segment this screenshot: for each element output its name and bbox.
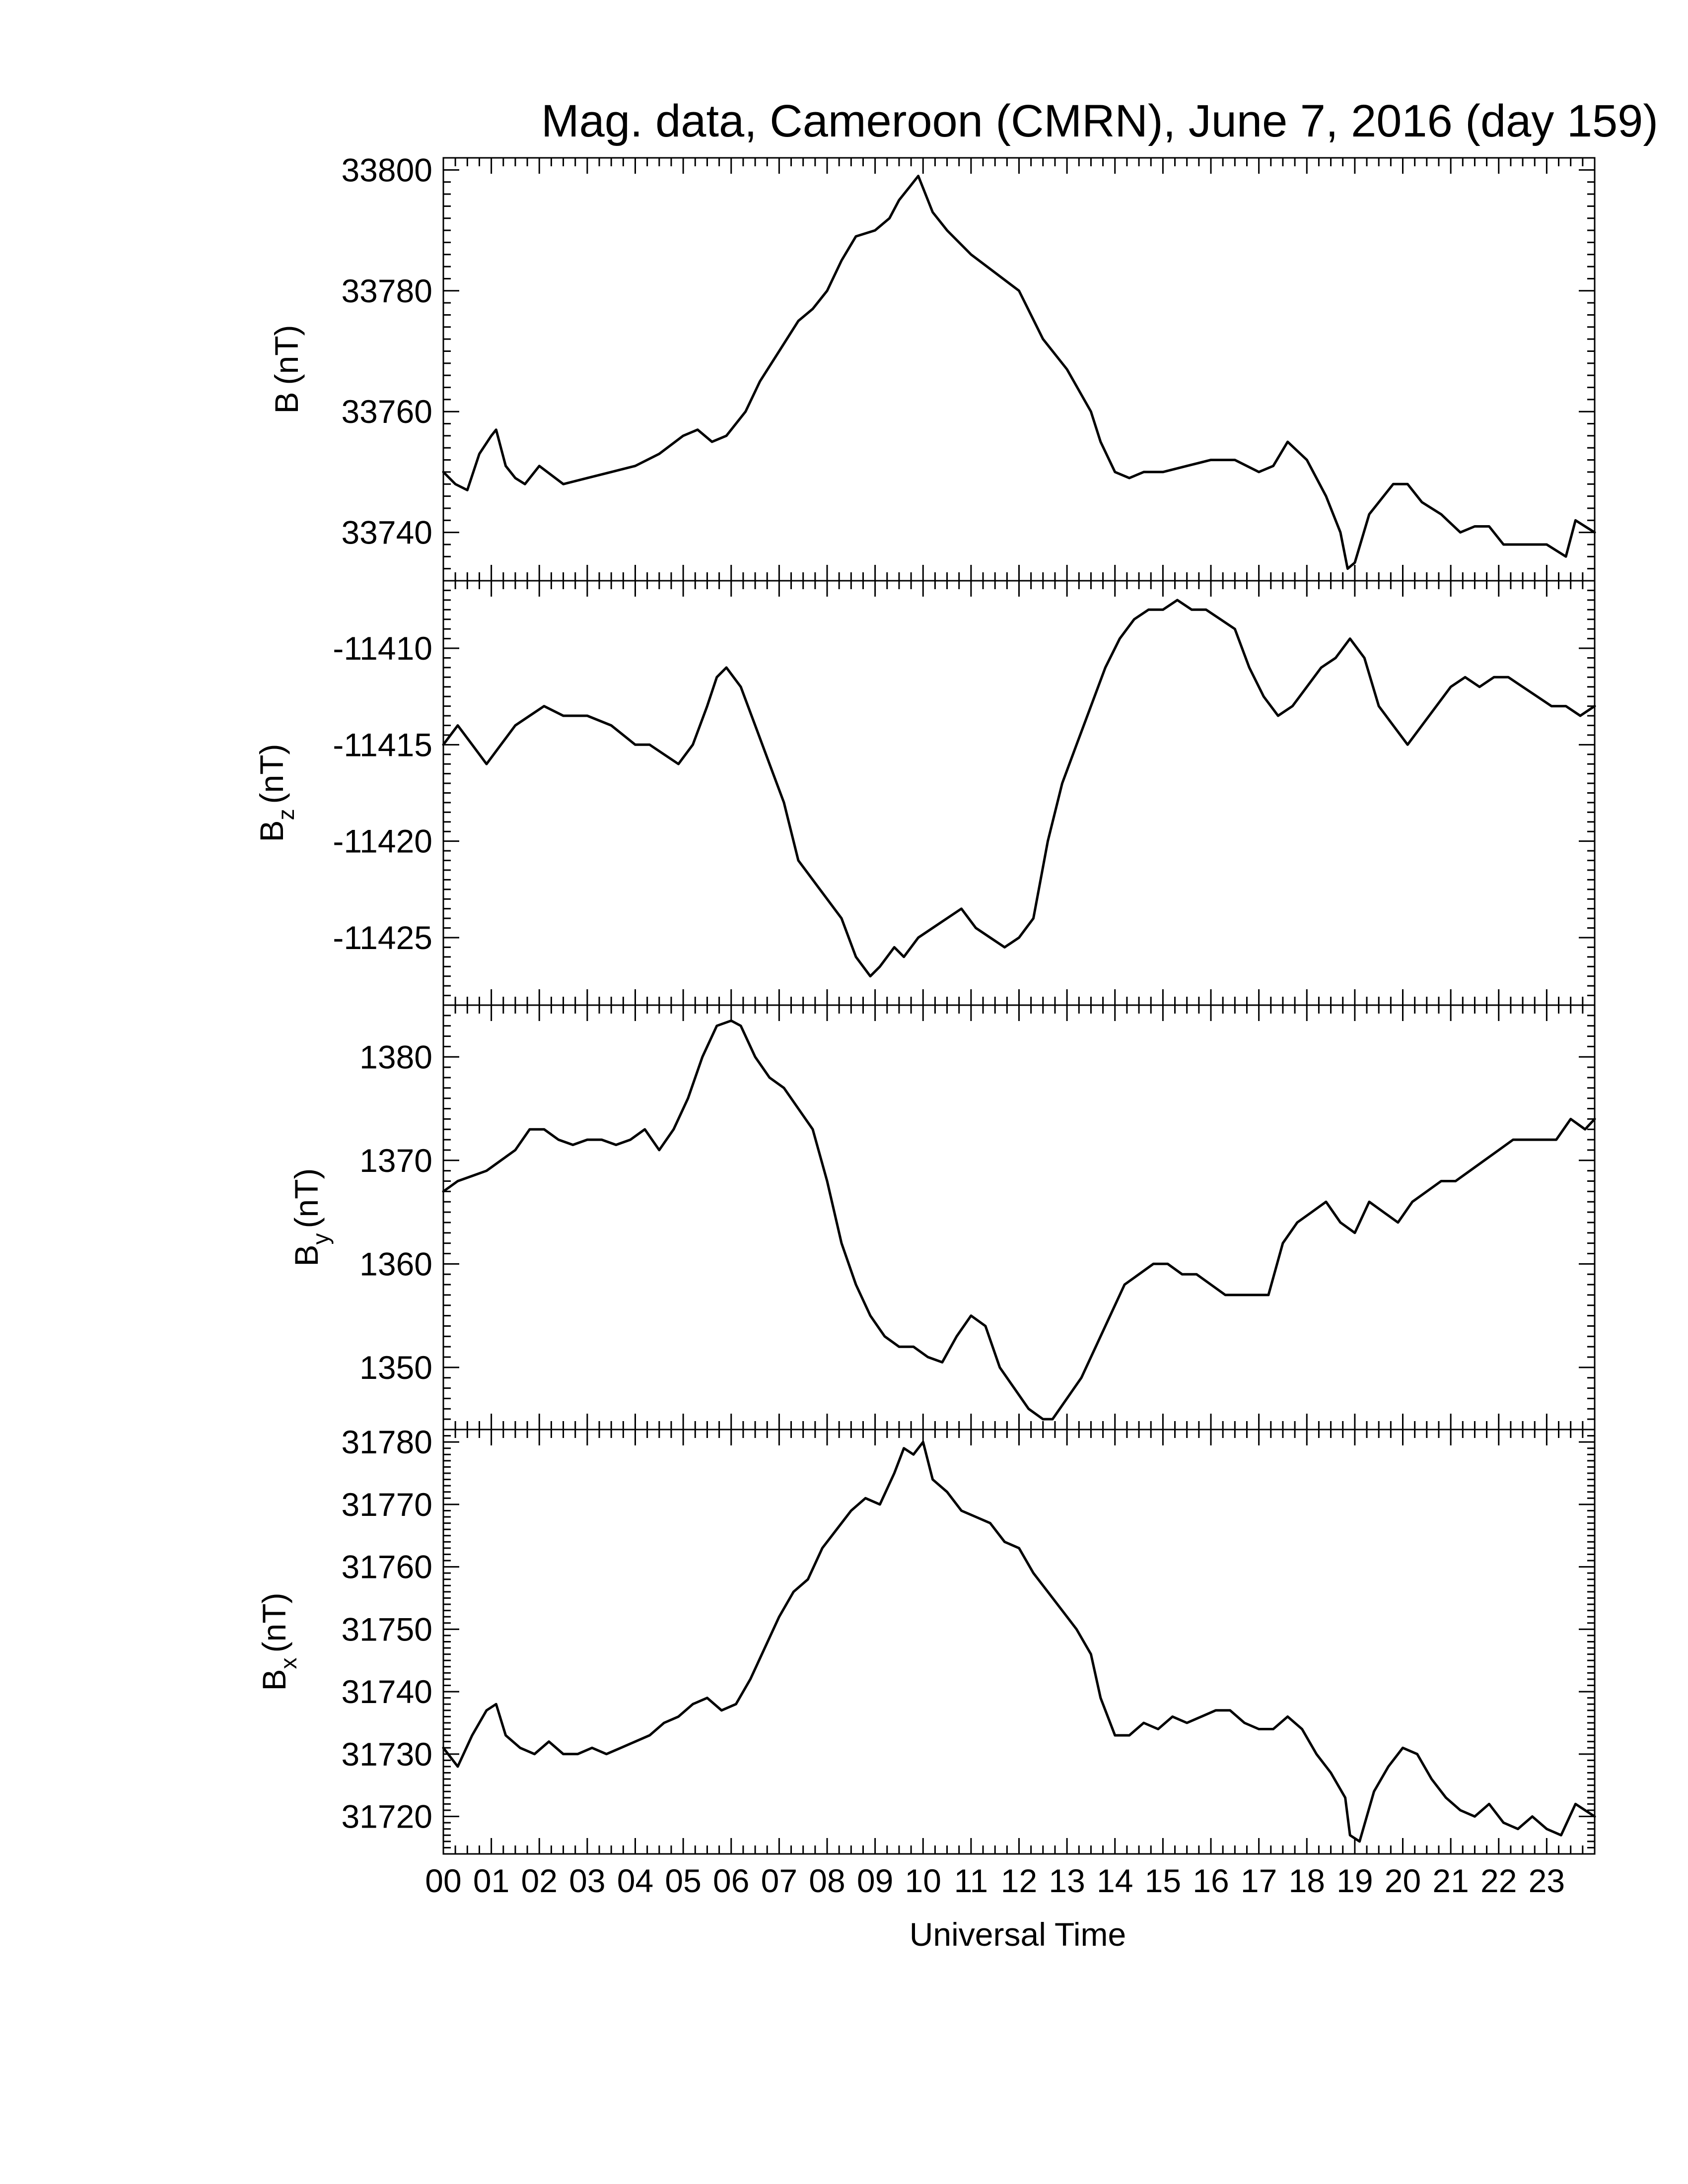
y-axis-label-subscript: y	[308, 1233, 334, 1244]
y-tick-label: 1380	[359, 1038, 432, 1075]
y-tick-label: -11415	[333, 726, 432, 763]
y-tick-label: -11420	[333, 823, 432, 860]
x-tick-label: 11	[954, 1862, 988, 1899]
y-axis-label: By (nT)	[288, 1168, 334, 1266]
y-axis-label-unit: (nT)	[288, 1168, 325, 1228]
x-tick-label: 21	[1432, 1862, 1469, 1899]
x-tick-label: 20	[1385, 1862, 1421, 1899]
y-axis-label: Bx (nT)	[256, 1592, 301, 1691]
y-axis-label-subscript: z	[273, 809, 299, 820]
y-axis-label: B (nT)	[268, 325, 305, 413]
y-tick-label: 33760	[341, 393, 432, 430]
y-axis-label-base: B	[268, 392, 305, 413]
y-tick-label: 31760	[341, 1549, 432, 1585]
panel-4: 31720 31730 31740 31750 31760 31770 31780 Bx (nT…	[256, 1424, 1596, 1855]
y-axis-label: Bz (nT)	[253, 744, 299, 842]
series-line	[442, 175, 1596, 570]
x-tick-label: 13	[1049, 1862, 1085, 1899]
x-tick-label: 16	[1193, 1862, 1229, 1899]
y-tick-label: 31740	[341, 1673, 432, 1710]
y-axis-label-base: B	[253, 820, 290, 842]
y-tick-label: -11425	[333, 919, 432, 956]
y-tick-label: -11410	[333, 630, 432, 667]
y-axis-label-unit: (nT)	[253, 744, 290, 804]
x-tick-label: 23	[1529, 1862, 1565, 1899]
y-tick-label: 31770	[341, 1486, 432, 1523]
y-tick-label: 31780	[341, 1424, 432, 1460]
y-tick-label: 31750	[341, 1611, 432, 1647]
x-tick-labels: 00 01 02 03 04 05 06 07 08 09 10 11 12 13 14 15 16 17 18 19…	[425, 1862, 1565, 1899]
y-axis-label-base: B	[256, 1669, 292, 1691]
panel-1: 33740 33760 33780 33800 B (nT)	[268, 151, 1596, 582]
y-tick-label: 33800	[341, 151, 432, 188]
series-line	[442, 1019, 1596, 1421]
x-tick-label: 03	[569, 1862, 605, 1899]
x-tick-label: 15	[1145, 1862, 1181, 1899]
chart-title: Mag. data, Cameroon (CMRN), June 7, 2016…	[541, 96, 1658, 146]
x-tick-label: 17	[1241, 1862, 1277, 1899]
x-tick-label: 04	[617, 1862, 653, 1899]
x-axis-label: Universal Time	[910, 1916, 1126, 1953]
x-tick-label: 02	[521, 1862, 558, 1899]
x-tick-label: 07	[761, 1862, 797, 1899]
x-tick-label: 05	[665, 1862, 701, 1899]
x-tick-label: 06	[713, 1862, 749, 1899]
y-tick-label: 1350	[359, 1349, 432, 1386]
series-line	[442, 599, 1596, 978]
x-tick-label: 01	[473, 1862, 509, 1899]
panels-layer: 33740 33760 33780 33800 B (nT) -11410 -11415 -11…	[253, 151, 1596, 1855]
x-tick-label: 10	[905, 1862, 941, 1899]
x-tick-label: 12	[1001, 1862, 1037, 1899]
x-tick-label: 14	[1097, 1862, 1133, 1899]
y-tick-label: 31720	[341, 1798, 432, 1835]
y-tick-label: 33740	[341, 514, 432, 551]
y-tick-label: 1370	[359, 1142, 432, 1179]
x-tick-label: 19	[1336, 1862, 1373, 1899]
y-axis-label-unit: (nT)	[256, 1592, 292, 1652]
y-axis-label-subscript: x	[276, 1657, 301, 1669]
x-tick-label: 18	[1289, 1862, 1325, 1899]
x-tick-label: 08	[809, 1862, 845, 1899]
x-tick-label: 00	[425, 1862, 461, 1899]
y-tick-label: 1360	[359, 1245, 432, 1282]
y-axis-label-unit: (nT)	[268, 325, 305, 385]
x-tick-label: 09	[857, 1862, 893, 1899]
y-tick-label: 31730	[341, 1736, 432, 1773]
series-line	[442, 1440, 1596, 1843]
x-tick-label: 22	[1480, 1862, 1517, 1899]
y-axis-label-base: B	[288, 1244, 325, 1266]
y-tick-label: 33780	[341, 273, 432, 309]
